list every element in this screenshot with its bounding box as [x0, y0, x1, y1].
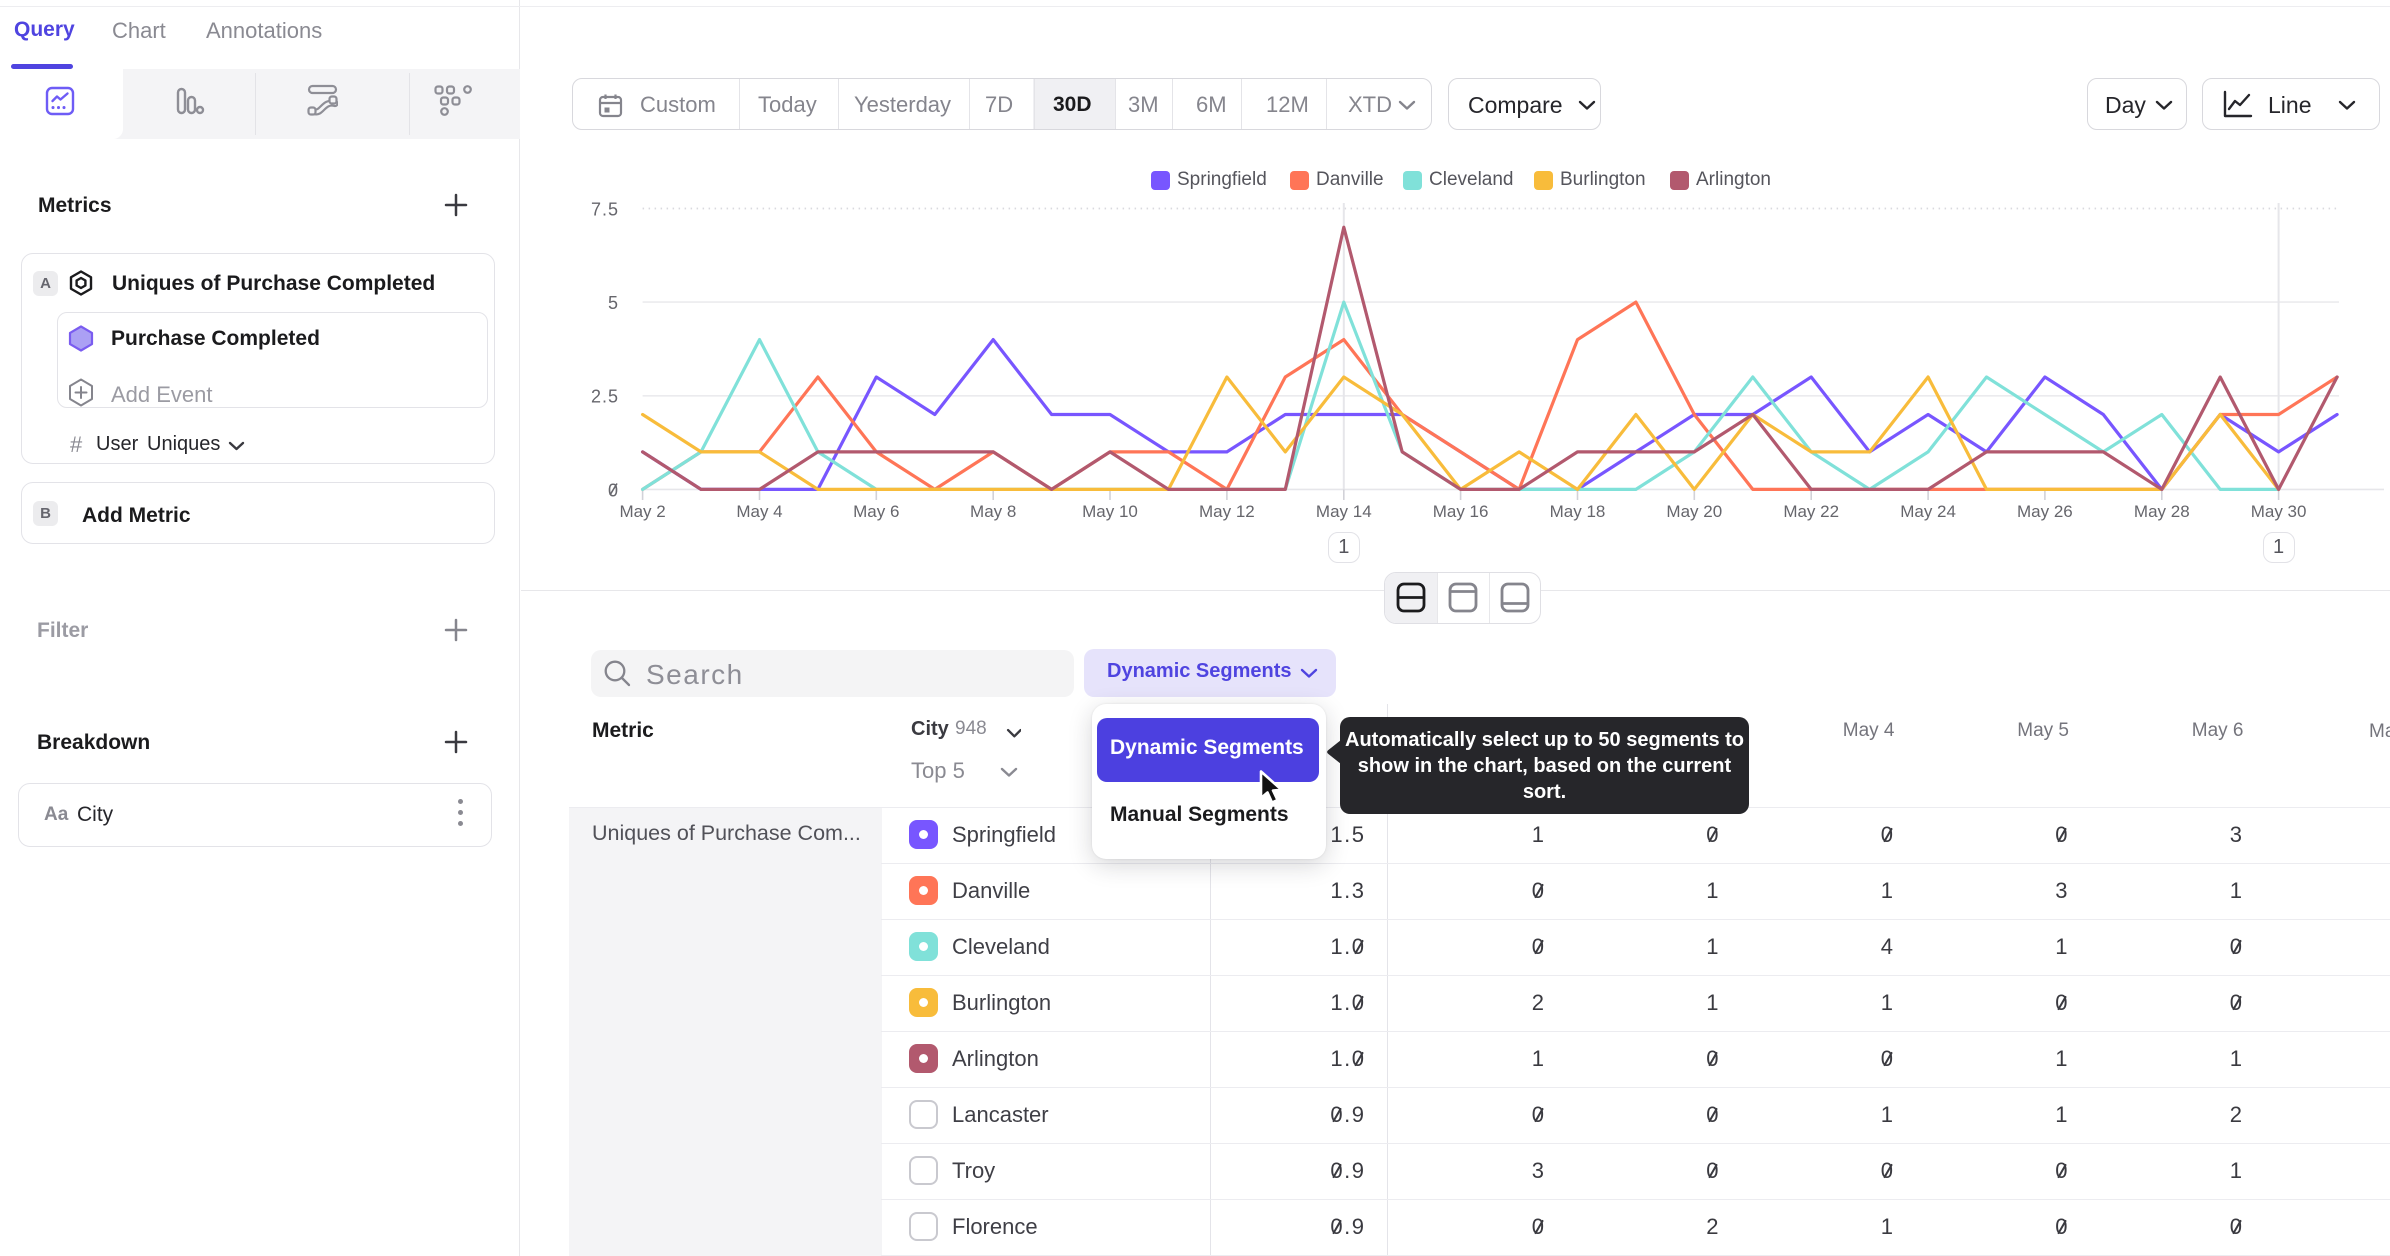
svg-text:May 10: May 10 — [1082, 502, 1138, 521]
svg-text:7.5: 7.5 — [591, 200, 619, 220]
svg-text:May 20: May 20 — [1666, 502, 1722, 521]
svg-text:May 12: May 12 — [1199, 502, 1255, 521]
svg-text:May 6: May 6 — [853, 502, 899, 521]
svg-text:May 16: May 16 — [1433, 502, 1489, 521]
svg-text:May 14: May 14 — [1316, 502, 1372, 521]
svg-text:May 26: May 26 — [2017, 502, 2073, 521]
svg-text:May 18: May 18 — [1550, 502, 1606, 521]
svg-text:May 8: May 8 — [970, 502, 1016, 521]
svg-text:2.5: 2.5 — [591, 387, 619, 407]
svg-text:May 22: May 22 — [1783, 502, 1839, 521]
svg-text:May 4: May 4 — [736, 502, 782, 521]
svg-text:May 24: May 24 — [1900, 502, 1956, 521]
svg-text:May 30: May 30 — [2251, 502, 2307, 521]
svg-text:May 2: May 2 — [619, 502, 665, 521]
svg-text:5: 5 — [608, 293, 619, 313]
svg-text:May 28: May 28 — [2134, 502, 2190, 521]
